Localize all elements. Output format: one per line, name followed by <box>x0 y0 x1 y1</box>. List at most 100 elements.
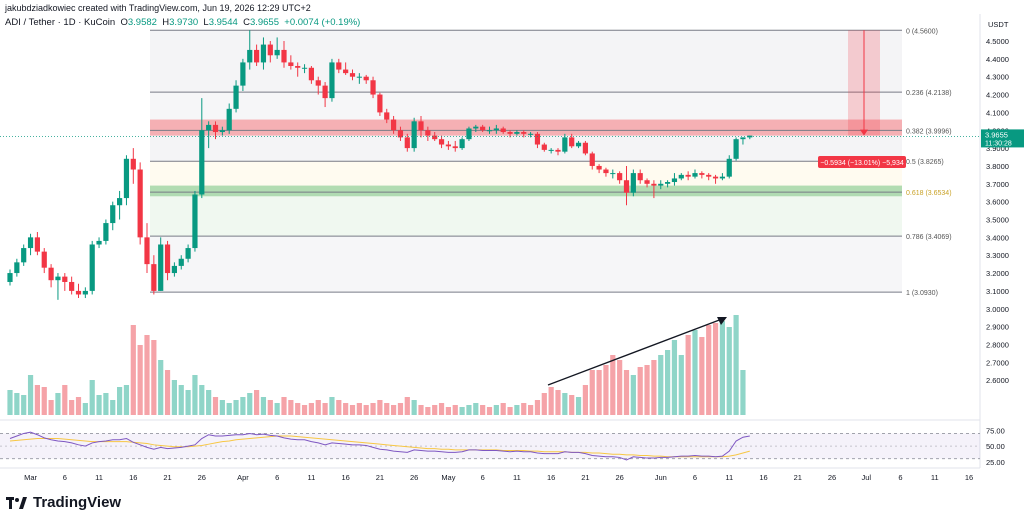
time-tick-label: May <box>441 473 455 482</box>
volume-bar <box>288 400 294 415</box>
candle-body <box>110 205 116 224</box>
rsi-tick-label: 75.00 <box>986 426 1005 435</box>
candle-body <box>27 237 34 249</box>
candle-body <box>678 174 684 179</box>
candle-body <box>315 80 321 86</box>
price-tick-label: 3.0000 <box>986 305 1009 314</box>
high-label: H <box>162 17 170 28</box>
candle-body <box>740 137 746 140</box>
volume-bar <box>473 403 479 415</box>
candle-body <box>34 237 40 252</box>
candle-body <box>267 44 273 56</box>
candle-body <box>425 130 431 136</box>
low-value: 3.9544 <box>208 17 238 28</box>
fib-band <box>150 30 902 93</box>
candle-body <box>384 112 390 120</box>
candle-body <box>89 244 95 291</box>
candle-body <box>548 149 554 151</box>
volume-bar <box>377 400 383 415</box>
volume-bar <box>82 403 88 415</box>
volume-bar <box>247 393 253 415</box>
volume-bar <box>226 403 232 415</box>
candle-body <box>219 130 225 133</box>
rsi-tick-label: 50.00 <box>986 442 1005 451</box>
candle-body <box>569 137 575 147</box>
time-tick-label: 6 <box>898 473 902 482</box>
candle-body <box>671 178 678 183</box>
candle-body <box>295 65 301 68</box>
time-tick-label: 6 <box>693 473 697 482</box>
volume-bar <box>144 335 150 415</box>
volume-bar <box>178 385 184 415</box>
price-tick-label: 4.3000 <box>986 73 1009 82</box>
candle-body <box>48 267 54 281</box>
time-tick-label: Mar <box>24 473 37 482</box>
tradingview-logo-icon <box>6 496 27 509</box>
fib-label: 0.786 (3.4069) <box>906 234 952 241</box>
volume-bar <box>569 395 575 415</box>
volume-bar <box>665 350 671 415</box>
candle-body <box>96 240 102 245</box>
volume-bar <box>630 375 636 415</box>
candle-body <box>404 137 410 149</box>
time-tick-label: 6 <box>63 473 67 482</box>
volume-bar <box>528 405 534 415</box>
candle-body <box>528 133 534 135</box>
candle-body <box>685 174 691 177</box>
price-tick-label: 4.2000 <box>986 91 1009 100</box>
candle-body <box>391 119 397 131</box>
volume-bar <box>425 407 431 415</box>
symbol-name[interactable]: ADI / Tether · 1D · KuCoin <box>5 17 116 28</box>
open-label: O <box>120 17 128 28</box>
candle-body <box>69 281 75 291</box>
candle-body <box>151 264 157 291</box>
volume-bar <box>740 370 746 415</box>
candle-body <box>336 62 342 70</box>
candle-body <box>719 176 725 179</box>
volume-bar <box>623 370 630 415</box>
candle-body <box>226 108 232 131</box>
volume-bar <box>21 395 27 415</box>
candle-body <box>397 130 404 138</box>
candle-body <box>651 183 657 186</box>
volume-bar <box>164 370 171 415</box>
price-tick-label: 3.5000 <box>986 216 1009 225</box>
volume-bar <box>363 405 369 415</box>
time-tick-label: 6 <box>275 473 279 482</box>
fib-label: 0.382 (3.9996) <box>906 128 952 135</box>
volume-bar <box>233 400 239 415</box>
time-tick-label: 16 <box>341 473 349 482</box>
candle-body <box>473 126 479 129</box>
countdown-value: 11:30:28 <box>985 140 1012 147</box>
candle-body <box>301 67 308 69</box>
candle-body <box>692 173 698 177</box>
candle-body <box>356 76 362 78</box>
time-tick-label: Jul <box>861 473 871 482</box>
time-tick-label: 21 <box>794 473 802 482</box>
candle-body <box>123 158 130 199</box>
fib-label: 0.5 (3.8265) <box>906 159 944 166</box>
volume-bar <box>658 355 664 415</box>
time-tick-label: 11 <box>513 473 521 482</box>
currency-label: USDT <box>988 20 1009 29</box>
price-tick-label: 3.4000 <box>986 233 1009 242</box>
price-tick-label: 3.1000 <box>986 287 1009 296</box>
price-tick-label: 2.9000 <box>986 323 1009 332</box>
volume-bar <box>733 315 739 415</box>
volume-bar <box>562 393 568 415</box>
candle-body <box>130 158 136 170</box>
price-tick-label: 3.8000 <box>986 162 1009 171</box>
volume-bar <box>322 403 328 415</box>
volume-bar <box>692 330 698 415</box>
chart-credit: jakubdziadkowiec created with TradingVie… <box>5 3 311 13</box>
candle-body <box>343 69 349 74</box>
volume-bar <box>534 400 541 415</box>
candle-body <box>82 290 88 295</box>
volume-bar <box>212 397 219 415</box>
candle-body <box>507 132 513 134</box>
volume-bar <box>644 365 650 415</box>
volume-bar <box>548 387 554 415</box>
time-tick-label: 21 <box>163 473 171 482</box>
candle-body <box>514 132 520 134</box>
